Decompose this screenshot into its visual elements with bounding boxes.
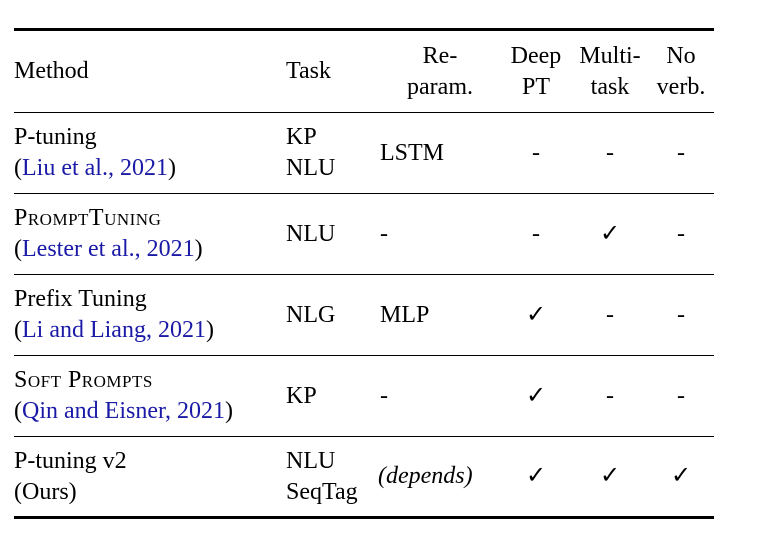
citation-open-paren: ( — [14, 236, 22, 262]
header-noverb-line1: No — [666, 42, 696, 69]
cell-task: KP — [286, 356, 380, 437]
cell-deep-pt: - — [532, 139, 540, 166]
cell-method: P-tuning v2 (Ours) — [14, 437, 286, 518]
citation-link[interactable]: Li and Liang, 2021 — [22, 317, 206, 343]
header-deep-line2: PT — [521, 73, 550, 100]
table-row: P-tuning (Liu et al., 2021) KP NLU LSTM … — [14, 112, 714, 194]
cell-no-verb: - — [677, 220, 685, 247]
cell-reparam: (depends) — [378, 437, 500, 518]
citation-link[interactable]: Lester et al., 2021 — [22, 236, 195, 262]
task-line1: NLG — [286, 301, 336, 328]
cell-deep-pt: - — [532, 220, 540, 247]
citation-close-paren: ) — [194, 236, 203, 262]
header-deep-line1: Deep — [510, 42, 562, 69]
citation-link[interactable]: Liu et al., 2021 — [22, 155, 168, 181]
header-no-verb: No verb. — [648, 30, 714, 113]
method-name: P-tuning — [14, 124, 97, 150]
citation-link[interactable]: Qin and Eisner, 2021 — [22, 398, 226, 424]
cell-method: Soft Prompts (Qin and Eisner, 2021) — [14, 356, 286, 437]
table-row: P-tuning v2 (Ours) NLU SeqTag (depends) … — [14, 436, 714, 518]
task-line1: NLU — [286, 220, 336, 247]
cell-reparam: MLP — [380, 301, 430, 328]
cell-deep-pt: ✓ — [525, 301, 547, 328]
cell-no-verb: - — [677, 301, 685, 328]
header-task-label: Task — [286, 58, 331, 84]
cell-multi-task: - — [606, 301, 614, 328]
method-citation: (Qin and Eisner, 2021) — [14, 396, 286, 427]
cell-multi-task: - — [606, 139, 614, 166]
method-name: PromptTuning — [14, 205, 162, 231]
method-citation: (Liu et al., 2021) — [14, 153, 286, 184]
citation-close-paren: ) — [167, 155, 176, 181]
citation-open-paren: ( — [14, 155, 22, 181]
citation-open-paren: ( — [14, 317, 22, 343]
cell-reparam: - — [380, 220, 388, 247]
method-name: Soft Prompts — [14, 367, 153, 393]
citation-open-paren: ( — [14, 398, 22, 424]
method-ours-label: (Ours) — [14, 478, 77, 505]
header-noverb-line2: verb. — [656, 73, 706, 100]
cell-no-verb: - — [677, 382, 685, 409]
comparison-table-container: Method Task Re- param. Deep PT Multi- ta… — [14, 28, 714, 519]
cell-deep-pt: ✓ — [525, 382, 547, 409]
header-method: Method — [14, 30, 286, 113]
method-name: P-tuning v2 — [14, 447, 127, 474]
method-name: Prefix Tuning — [14, 286, 147, 312]
header-reparam-line2: param. — [407, 73, 473, 100]
task-line1: KP — [286, 124, 317, 150]
task-line1: KP — [286, 382, 317, 409]
reparam-value: (depends) — [378, 463, 473, 489]
cell-method: Prefix Tuning (Li and Liang, 2021) — [14, 275, 286, 356]
cell-multi-task: ✓ — [599, 220, 621, 247]
method-citation: (Li and Liang, 2021) — [14, 315, 286, 346]
citation-close-paren: ) — [225, 398, 234, 424]
cell-task: KP NLU — [286, 113, 380, 194]
citation-close-paren: ) — [205, 317, 214, 343]
header-method-label: Method — [14, 58, 89, 84]
cell-no-verb: - — [677, 139, 685, 166]
cell-reparam: - — [380, 382, 388, 409]
table-row: Soft Prompts (Qin and Eisner, 2021) KP -… — [14, 355, 714, 437]
header-reparam-line1: Re- — [422, 42, 458, 69]
comparison-table: Method Task Re- param. Deep PT Multi- ta… — [14, 28, 714, 519]
cell-deep-pt: ✓ — [525, 463, 547, 489]
header-reparam: Re- param. — [380, 30, 500, 113]
header-multi-line1: Multi- — [579, 42, 641, 69]
header-multi-task: Multi- task — [572, 30, 648, 113]
cell-no-verb: ✓ — [670, 463, 692, 489]
task-line2: NLU — [286, 155, 336, 181]
cell-multi-task: - — [606, 382, 614, 409]
method-citation: (Lester et al., 2021) — [14, 234, 286, 265]
header-task: Task — [286, 30, 380, 113]
cell-multi-task: ✓ — [599, 463, 621, 489]
cell-task: NLG — [286, 275, 380, 356]
header-multi-line2: task — [590, 73, 630, 100]
table-header-row: Method Task Re- param. Deep PT Multi- ta… — [14, 29, 714, 113]
cell-method: P-tuning (Liu et al., 2021) — [14, 113, 286, 194]
header-deep-pt: Deep PT — [500, 30, 572, 113]
cell-task: NLU — [286, 194, 380, 275]
cell-task: NLU SeqTag — [286, 437, 380, 518]
task-line1: NLU — [286, 447, 336, 474]
task-line2: SeqTag — [286, 478, 358, 505]
cell-method: PromptTuning (Lester et al., 2021) — [14, 194, 286, 275]
table-row: Prefix Tuning (Li and Liang, 2021) NLG M… — [14, 274, 714, 356]
cell-reparam: LSTM — [380, 139, 445, 166]
table-row: PromptTuning (Lester et al., 2021) NLU -… — [14, 193, 714, 275]
